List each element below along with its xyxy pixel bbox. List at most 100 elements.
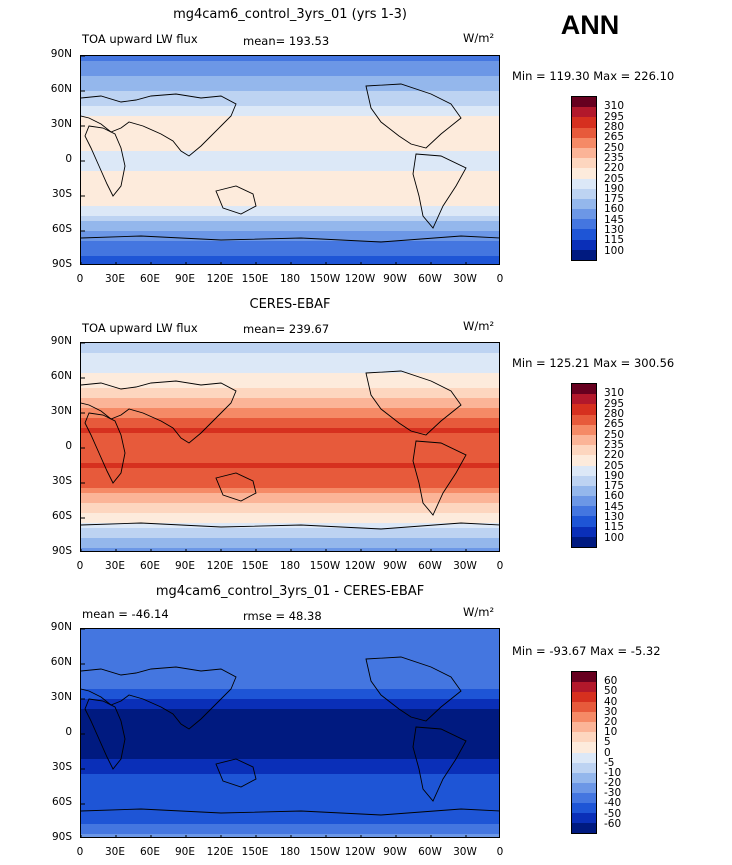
contour-band [81, 231, 499, 237]
contour-band [81, 398, 499, 404]
contour-band [81, 251, 499, 257]
colorbar-swatch [572, 702, 596, 713]
colorbar-level-label: 265 [604, 418, 625, 431]
colorbar [571, 96, 597, 261]
lon-tick-label: 30E [105, 560, 125, 572]
contour-band [81, 468, 499, 474]
contour-band [81, 151, 499, 157]
colorbar-level-label: 160 [604, 203, 625, 216]
contour-band [81, 241, 499, 247]
mean-label: mean = -46.14 [82, 607, 169, 621]
colorbar-level-label: 280 [604, 407, 625, 420]
lat-tick-label: 90N [50, 621, 72, 633]
lon-tick-label: 150E [241, 273, 269, 285]
contour-band [81, 186, 499, 192]
contour-band [81, 373, 499, 379]
lon-tick-label: 150E [241, 846, 269, 858]
colorbar-swatch [572, 239, 596, 250]
lat-tick-label: 30S [51, 188, 72, 200]
mean-label: mean= 193.53 [243, 34, 330, 48]
contour-band [81, 86, 499, 92]
contour-band [81, 66, 499, 72]
lon-tick-label: 0 [76, 846, 84, 858]
contour-band [81, 709, 499, 715]
lat-tick-label: 0 [65, 153, 72, 165]
colorbar-swatch [572, 692, 596, 703]
colorbar-level-label: 40 [604, 695, 618, 708]
minmax-label: Min = -93.67 Max = -5.32 [512, 644, 661, 658]
contour-band [81, 206, 499, 212]
rmse-label: rmse = 48.38 [243, 609, 322, 623]
contour-band [81, 458, 499, 464]
colorbar-swatch [572, 536, 596, 547]
colorbar-swatch [572, 168, 596, 179]
colorbar [571, 383, 597, 548]
longitude-axis: 0 30E 60E 90E 120E 150E 180 150W 120W 90W 60W 30W 0 [76, 846, 504, 860]
colorbar-level-label: -40 [604, 797, 622, 810]
colorbar-level-label: 235 [604, 438, 625, 451]
colorbar-level-label: 160 [604, 490, 625, 503]
lon-tick-label: 150W [309, 560, 341, 572]
lon-tick-label: 0 [496, 560, 504, 572]
contour-band [81, 729, 499, 735]
coastline [81, 808, 499, 816]
contour-band [81, 684, 499, 690]
contour-band [81, 679, 499, 685]
season-label: ANN [560, 10, 620, 40]
colorbar-swatch [572, 198, 596, 210]
contour-band [81, 543, 499, 549]
latitude-axis: 90N 60N 30N 0 30S 60S 90S [40, 335, 72, 557]
colorbar-level-label: -5 [604, 756, 615, 769]
colorbar-swatch [572, 229, 596, 240]
units-label: W/m² [463, 31, 495, 45]
colorbar-level-label: -60 [604, 817, 622, 830]
contour-band [81, 749, 499, 755]
contour-band [81, 126, 499, 132]
colorbar-swatch [572, 127, 596, 138]
contour-band [81, 261, 499, 264]
contour-band [81, 141, 499, 147]
contour-band [81, 61, 499, 67]
contour-band [81, 809, 499, 815]
colorbar-level-label: 0 [604, 746, 611, 759]
contour-band [81, 754, 499, 760]
contour-band [81, 343, 499, 349]
lon-tick-label: 120W [344, 846, 376, 858]
lon-tick-label: 30W [453, 273, 477, 285]
contour-band [81, 699, 499, 705]
colorbar-swatch [572, 188, 596, 199]
colorbar-swatch [572, 526, 596, 537]
colorbar-swatch [572, 485, 596, 497]
field-shading [81, 56, 499, 264]
lon-tick-label: 120E [206, 846, 234, 858]
mean-label: mean= 239.67 [243, 322, 330, 336]
colorbar-swatch [572, 812, 596, 823]
contour-band [81, 774, 499, 780]
colorbar-swatch [572, 465, 596, 476]
contour-band [81, 488, 499, 494]
contour-band [81, 121, 499, 127]
contour-band [81, 236, 499, 242]
lon-tick-label: 0 [76, 560, 84, 572]
colorbar-level-label: 205 [604, 172, 625, 185]
colorbar-level-label: 60 [604, 675, 618, 688]
colorbar-swatch [572, 137, 596, 148]
contour-band [81, 363, 499, 369]
contour-band [81, 814, 499, 820]
contour-band [81, 81, 499, 87]
lon-tick-label: 90W [383, 560, 407, 572]
lat-tick-label: 30N [50, 118, 72, 130]
lon-tick-label: 180 [279, 560, 301, 572]
contour-band [81, 664, 499, 670]
coastline [84, 698, 126, 770]
contour-band [81, 393, 499, 399]
lat-tick-label: 90S [51, 258, 72, 270]
colorbar-level-label: 310 [604, 100, 625, 113]
contour-band [81, 824, 499, 830]
colorbar-swatch [572, 97, 596, 108]
contour-band [81, 166, 499, 172]
coastline [412, 153, 467, 229]
colorbar-swatch [572, 516, 596, 527]
lon-tick-label: 0 [76, 273, 84, 285]
contour-band [81, 694, 499, 700]
